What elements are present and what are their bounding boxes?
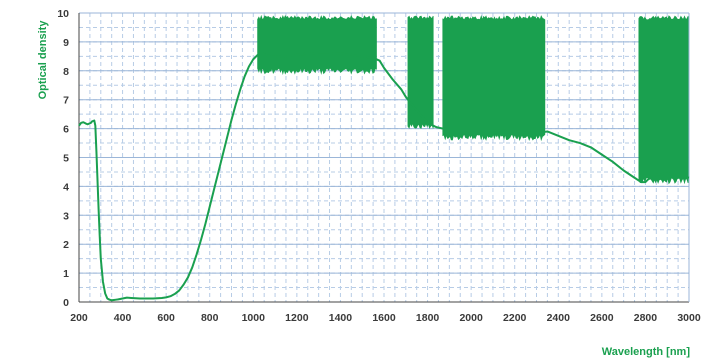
x-tick-label: 1600 (372, 312, 396, 324)
noise-band (257, 14, 377, 75)
x-tick-label: 1800 (416, 312, 440, 324)
y-tick-label: 7 (63, 95, 69, 107)
x-tick-label: 800 (201, 312, 219, 324)
y-tick-label: 0 (63, 297, 69, 309)
tick-labels: 200 400 600 800 1000 1200 1400 1600 1800 2000 2200… (57, 8, 701, 324)
y-tick-label: 9 (63, 37, 69, 49)
x-tick-label: 400 (114, 312, 132, 324)
y-tick-label: 5 (63, 153, 69, 165)
x-tick-label: 1200 (285, 312, 309, 324)
x-tick-label: 2400 (547, 312, 571, 324)
y-axis-title: Optical density (37, 20, 49, 100)
y-tick-label: 6 (63, 124, 69, 136)
noise-band (638, 15, 689, 185)
x-tick-label: 3000 (677, 312, 701, 324)
y-tick-label: 3 (63, 210, 69, 222)
x-tick-label: 600 (157, 312, 175, 324)
x-axis-title: Wavelength [nm] (602, 346, 691, 358)
y-tick-label: 2 (63, 239, 69, 251)
x-tick-label: 2200 (503, 312, 527, 324)
y-tick-label: 4 (63, 181, 69, 193)
noise-band (407, 15, 434, 129)
y-tick-label: 10 (57, 8, 69, 20)
x-tick-label: 1000 (242, 312, 266, 324)
x-tick-label: 2800 (634, 312, 658, 324)
x-tick-label: 2000 (459, 312, 483, 324)
noise-band (442, 15, 546, 142)
axes (78, 13, 690, 303)
series-layer (78, 14, 690, 302)
grid (78, 12, 690, 303)
x-tick-label: 200 (70, 312, 88, 324)
od-series-line (78, 51, 690, 302)
x-tick-label: 1400 (329, 312, 353, 324)
x-tick-label: 2600 (590, 312, 614, 324)
y-tick-label: 8 (63, 66, 69, 78)
y-tick-label: 1 (63, 268, 69, 280)
